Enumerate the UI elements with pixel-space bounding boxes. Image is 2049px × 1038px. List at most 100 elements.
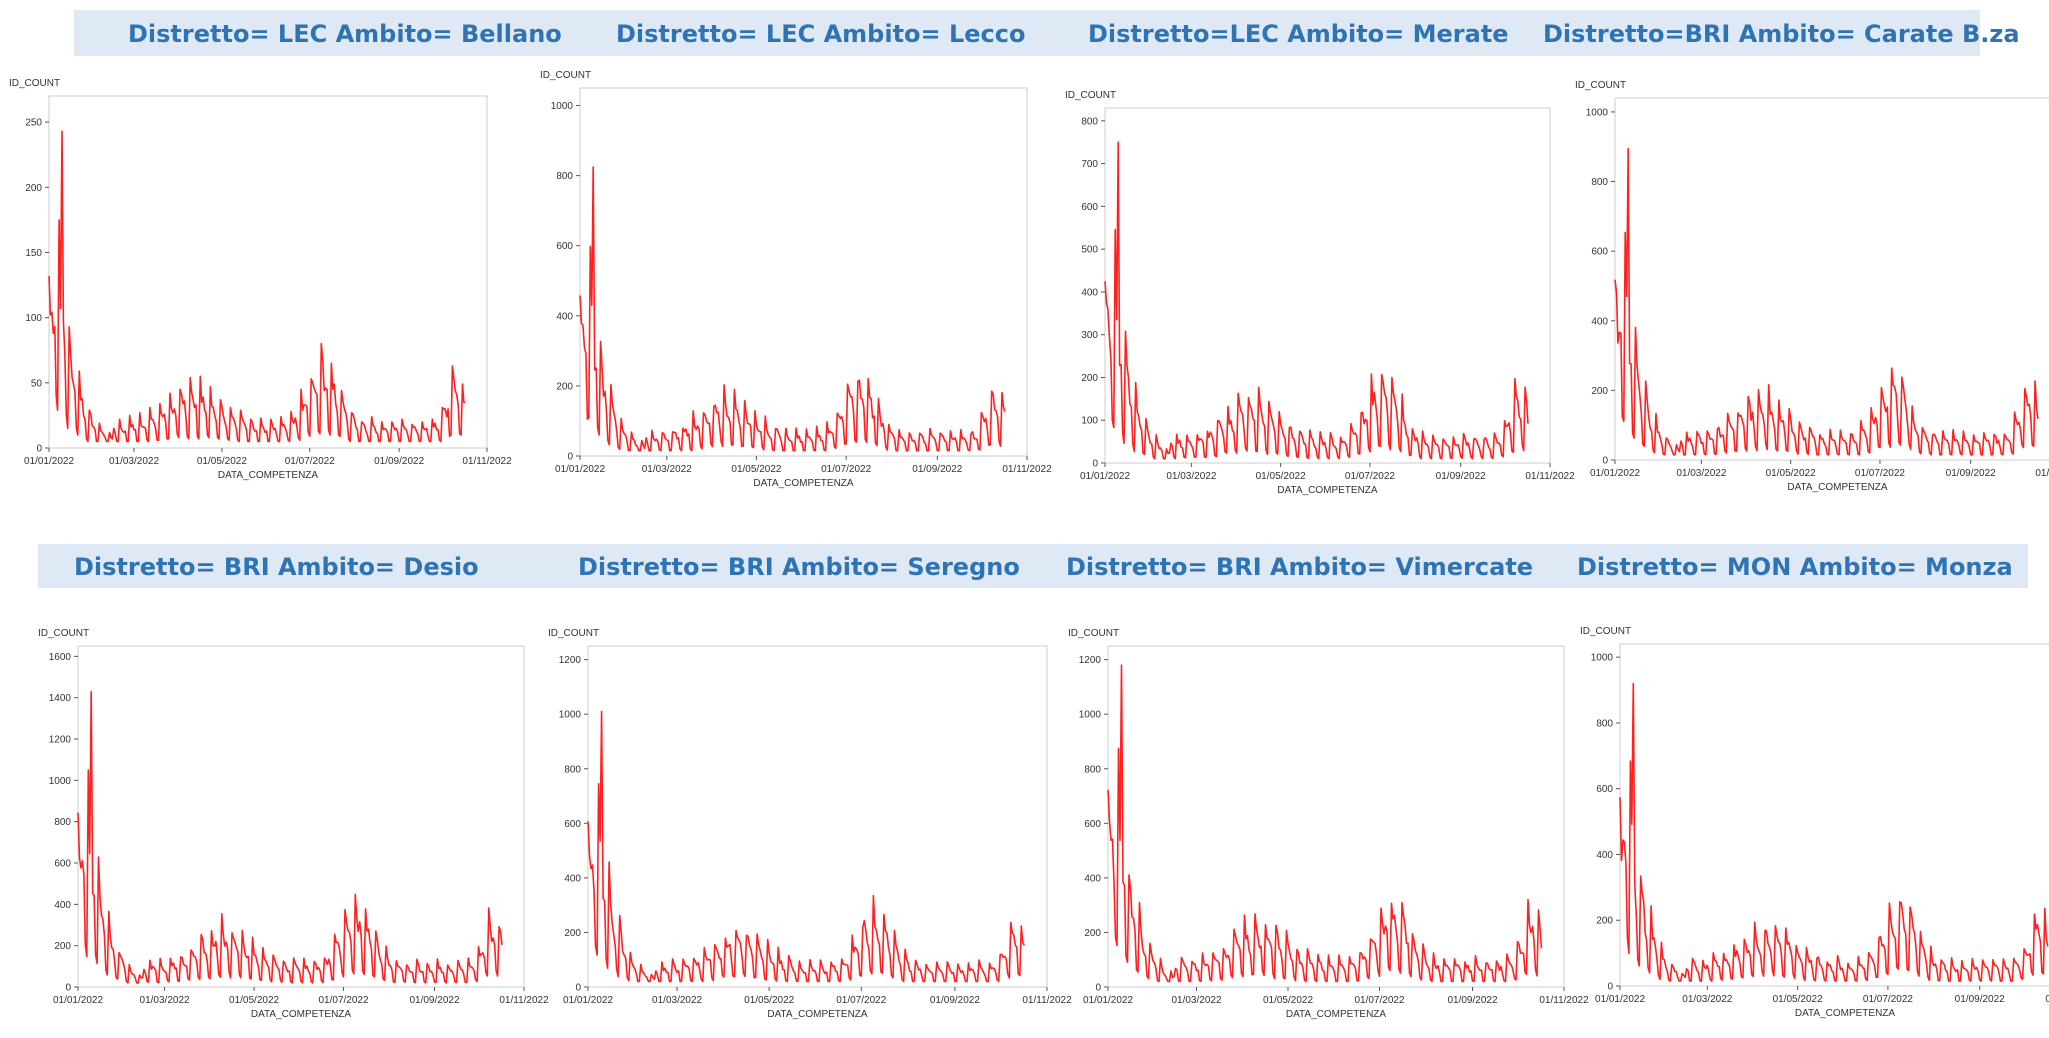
x-tick-label: 01/05/2022 <box>744 995 794 1006</box>
series-line <box>1107 664 1543 983</box>
x-tick-label: 01/07/2022 <box>821 464 871 475</box>
chart-carate: ID_COUNT 0 200 400 600 800 1000 01/01/2022 01/03… <box>1575 80 2049 493</box>
x-tick-label: 01/11/2022 <box>1525 471 1575 482</box>
y-tick-label: 600 <box>564 819 581 830</box>
x-axis-label: DATA_COMPETENZA <box>767 1009 868 1020</box>
y-tick-label: 800 <box>54 817 71 828</box>
y-tick-label: 200 <box>1084 928 1101 939</box>
x-tick-label: 01/07/2022 <box>1855 468 1905 479</box>
x-tick-label: 01/01/2022 <box>563 995 613 1006</box>
x-axis-label: DATA_COMPETENZA <box>1286 1009 1387 1020</box>
y-tick-label: 1000 <box>1079 710 1102 721</box>
y-tick-label: 1000 <box>559 710 582 721</box>
series-line <box>579 166 1006 452</box>
chart-title-seregno: Distretto= BRI Ambito= Seregno <box>578 553 1020 581</box>
x-tick-label: 01/05/2022 <box>229 995 279 1006</box>
x-tick-label: 01/03/2022 <box>652 995 702 1006</box>
x-tick-label: 01/11/2022 <box>1002 464 1052 475</box>
y-tick-label: 400 <box>1591 316 1608 327</box>
x-tick-label: 01/01/2022 <box>555 464 605 475</box>
x-axis-label: DATA_COMPETENZA <box>753 478 854 489</box>
y-tick-label: 1200 <box>559 655 582 666</box>
plot-frame <box>1104 107 1551 464</box>
y-axis-label: ID_COUNT <box>540 70 591 81</box>
plot-frame <box>1614 97 2049 461</box>
y-axis-label: ID_COUNT <box>1575 80 1626 91</box>
plot-frame <box>77 645 525 988</box>
y-tick-label: 0 <box>567 452 573 463</box>
x-tick-label: 01/09/2022 <box>912 464 962 475</box>
chart-title-lecco: Distretto= LEC Ambito= Lecco <box>616 20 1026 48</box>
y-tick-label: 1400 <box>49 693 72 704</box>
y-tick-label: 600 <box>556 241 573 252</box>
plot-frame <box>48 95 488 449</box>
y-tick-label: 1000 <box>1591 653 1614 664</box>
y-axis-label: ID_COUNT <box>9 78 60 89</box>
x-axis-label: DATA_COMPETENZA <box>251 1009 352 1020</box>
y-tick-label: 0 <box>575 983 581 994</box>
series-line <box>77 690 503 984</box>
y-tick-label: 100 <box>1081 416 1098 427</box>
y-tick-label: 700 <box>1081 159 1098 170</box>
x-tick-label: 01/01/2022 <box>1080 471 1130 482</box>
x-tick-label: 01/07/2022 <box>836 995 886 1006</box>
x-tick-label: 01/05/2022 <box>1766 468 1816 479</box>
x-tick-label: 01/01/2022 <box>1083 995 1133 1006</box>
y-axis-label: ID_COUNT <box>548 628 599 639</box>
y-tick-label: 0 <box>1602 456 1608 467</box>
series-line <box>1614 147 2039 456</box>
y-tick-label: 0 <box>1092 459 1098 470</box>
y-tick-label: 400 <box>556 311 573 322</box>
x-tick-label: 01/09/2022 <box>409 995 459 1006</box>
x-tick-label: 01/07/2022 <box>1863 994 1913 1005</box>
y-tick-label: 800 <box>556 171 573 182</box>
x-axis-label: DATA_COMPETENZA <box>218 470 319 481</box>
x-tick-label: 01/11/2022 <box>2045 994 2049 1005</box>
series-line <box>1619 682 2049 982</box>
y-tick-label: 1000 <box>1586 107 1609 118</box>
y-tick-label: 1200 <box>49 735 72 746</box>
y-tick-label: 150 <box>25 248 42 259</box>
y-axis-label: ID_COUNT <box>1068 628 1119 639</box>
x-tick-label: 01/09/2022 <box>374 456 424 467</box>
x-tick-label: 01/09/2022 <box>1955 994 2005 1005</box>
x-tick-label: 01/09/2022 <box>930 995 980 1006</box>
series-line <box>1104 141 1529 460</box>
y-tick-label: 0 <box>36 444 42 455</box>
y-tick-label: 600 <box>1596 784 1613 795</box>
x-tick-label: 01/03/2022 <box>140 995 190 1006</box>
x-tick-label: 01/11/2022 <box>462 456 512 467</box>
y-tick-label: 500 <box>1081 245 1098 256</box>
chart-merate: ID_COUNT 0 100 200 300 400 500 600 700 800 01/01/2… <box>1065 90 1575 496</box>
plot-frame <box>1619 643 2049 987</box>
y-tick-label: 800 <box>1591 177 1608 188</box>
y-tick-label: 200 <box>1591 386 1608 397</box>
y-tick-label: 300 <box>1081 330 1098 341</box>
y-tick-label: 250 <box>25 118 42 129</box>
chart-title-vimercate: Distretto= BRI Ambito= Vimercate <box>1066 553 1534 581</box>
x-tick-label: 01/09/2022 <box>1447 995 1497 1006</box>
series-line <box>587 710 1026 983</box>
y-axis-label: ID_COUNT <box>1065 90 1116 101</box>
x-tick-label: 01/01/2022 <box>1595 994 1645 1005</box>
x-tick-label: 01/05/2022 <box>1773 994 1823 1005</box>
chart-title-merate: Distretto=LEC Ambito= Merate <box>1088 20 1509 48</box>
x-axis-label: DATA_COMPETENZA <box>1787 482 1888 493</box>
chart-title-desio: Distretto= BRI Ambito= Desio <box>74 553 479 581</box>
plot-frame <box>587 645 1048 988</box>
x-tick-label: 01/11/2022 <box>1539 995 1589 1006</box>
y-tick-label: 400 <box>1596 850 1613 861</box>
x-tick-label: 01/05/2022 <box>197 456 247 467</box>
chart-desio: ID_COUNT 0 200 400 600 800 1000 1200 1400 1600 01/… <box>38 628 549 1020</box>
y-tick-label: 1200 <box>1079 655 1102 666</box>
y-tick-label: 200 <box>25 183 42 194</box>
y-tick-label: 200 <box>564 928 581 939</box>
x-tick-label: 01/05/2022 <box>1263 995 1313 1006</box>
chart-bellano: ID_COUNT 0 50 100 150 200 250 01/01/2022 01/03/2… <box>9 78 512 481</box>
y-tick-label: 600 <box>1081 202 1098 213</box>
y-tick-label: 200 <box>556 381 573 392</box>
y-tick-label: 800 <box>1084 764 1101 775</box>
chart-vimercate: ID_COUNT 0 200 400 600 800 1000 1200 01/01/2022 0… <box>1068 628 1589 1020</box>
title-band-top <box>74 10 1980 56</box>
y-tick-label: 1000 <box>551 101 574 112</box>
